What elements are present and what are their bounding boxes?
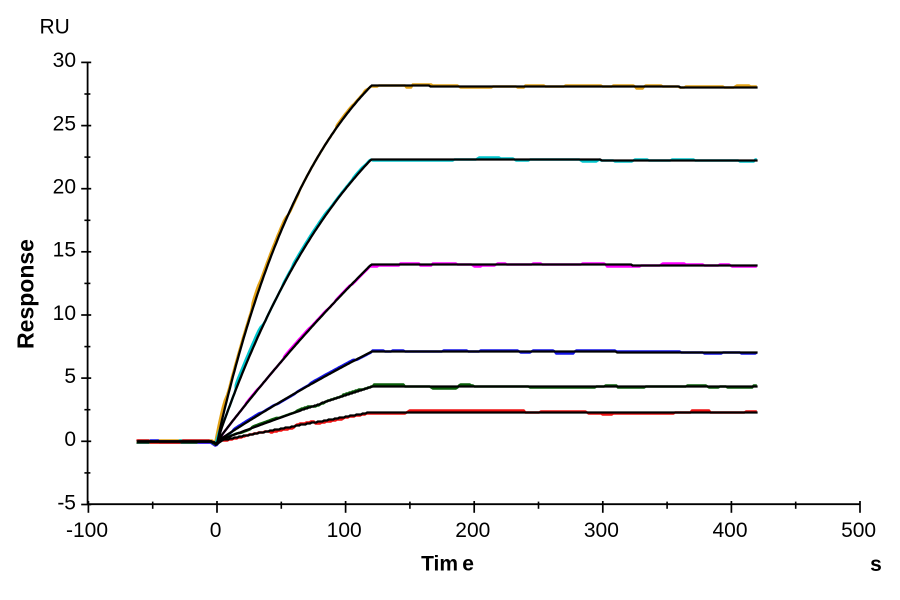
svg-text:10: 10	[53, 302, 76, 325]
svg-text:0: 0	[210, 519, 222, 542]
svg-text:Response: Response	[12, 239, 38, 349]
svg-text:0: 0	[64, 428, 76, 451]
svg-text:-5: -5	[57, 491, 76, 514]
svg-text:20: 20	[53, 176, 76, 199]
svg-text:s: s	[870, 553, 882, 576]
svg-text:15: 15	[53, 239, 76, 262]
svg-text:200: 200	[455, 519, 490, 542]
svg-text:500: 500	[841, 519, 876, 542]
svg-text:400: 400	[712, 519, 747, 542]
svg-text:RU: RU	[40, 15, 70, 38]
svg-text:100: 100	[327, 519, 362, 542]
svg-text:-100: -100	[66, 519, 108, 542]
svg-text:Tim e: Tim e	[421, 553, 474, 576]
svg-text:300: 300	[584, 519, 619, 542]
svg-text:30: 30	[53, 49, 76, 72]
svg-text:5: 5	[64, 365, 76, 388]
svg-text:25: 25	[53, 112, 76, 135]
